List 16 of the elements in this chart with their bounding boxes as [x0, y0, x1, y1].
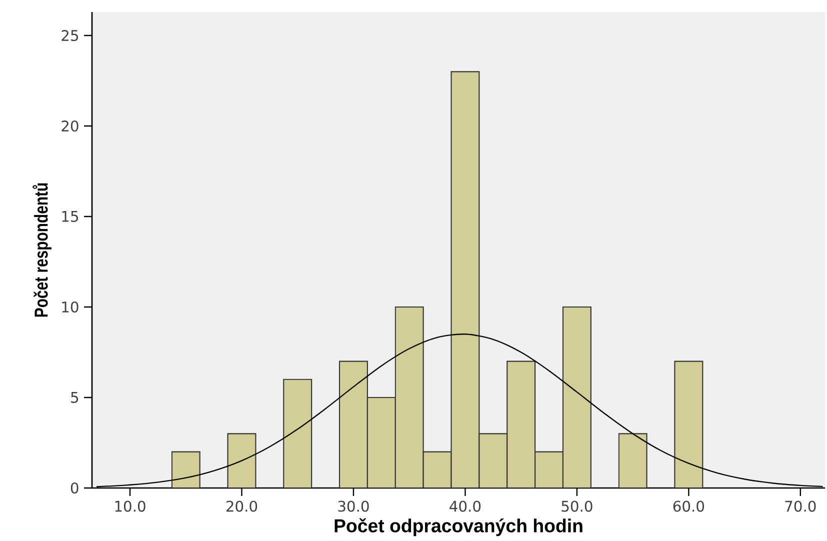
x-tick-label: 70.0 [785, 500, 816, 512]
x-tick-label: 50.0 [562, 500, 592, 512]
line-series [96, 334, 824, 488]
x-tick-label: 20.0 [226, 500, 258, 512]
y-tick-label: 5 [71, 392, 78, 403]
x-axis-title: Počet odpracovaných hodin [334, 518, 582, 536]
y-tick-label: 0 [70, 482, 78, 494]
x-tick-label: 30.0 [338, 500, 369, 512]
y-tick-label: 20 [62, 120, 78, 132]
x-tick-label: 60.0 [673, 500, 704, 512]
x-tick-label: 40.0 [450, 500, 481, 512]
y-axis-title: Počet respondentů [32, 183, 52, 317]
y-tick-label: 15 [62, 211, 78, 222]
y-tick-label: 25 [62, 30, 78, 42]
x-tick-label: 10.0 [115, 500, 146, 512]
y-tick-label: 10 [62, 301, 78, 313]
